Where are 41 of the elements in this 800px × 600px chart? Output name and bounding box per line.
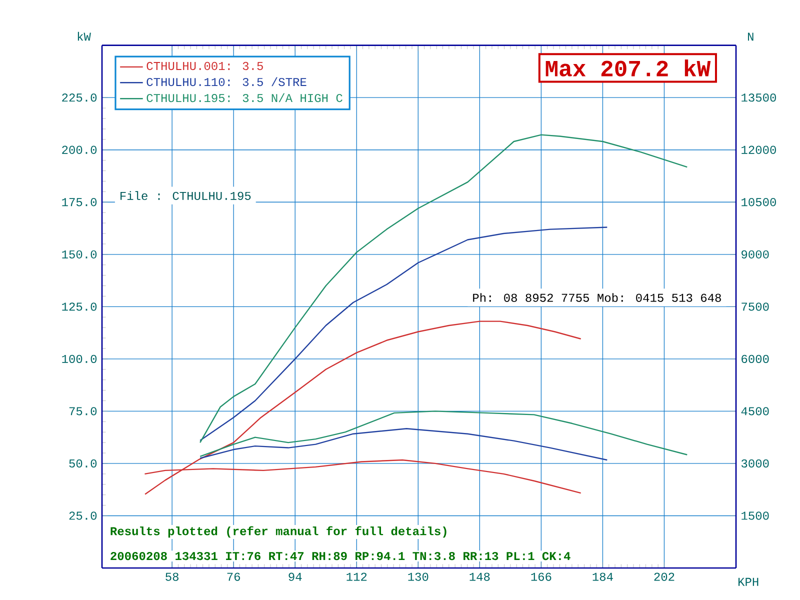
- chart-title: Max 207.2 kW: [546, 59, 711, 76]
- y-tick-label: 75.0: [69, 407, 97, 416]
- y2-tick-label: 7500: [742, 302, 769, 311]
- y2-tick-label: 10500: [742, 198, 776, 206]
- y-tick-label: 200.0: [62, 146, 97, 154]
- y2-tick-label: 4500: [741, 407, 769, 416]
- line-series: [144, 320, 582, 495]
- y2-tick-label: 9000: [742, 250, 769, 258]
- y-tick-label: 50.0: [69, 459, 97, 468]
- y-tick-label: 225.0: [62, 94, 97, 102]
- y-tick-label: 150.0: [62, 250, 97, 258]
- y-axis-title: kW: [78, 32, 91, 41]
- x-tick-label: 202: [654, 572, 674, 581]
- y2-tick-label: 1500: [742, 512, 769, 520]
- legend-label: CTHULHU.195: 3.5 N/A HIGH C: [146, 93, 342, 102]
- x-tick-label: 166: [531, 572, 552, 581]
- y-tick-label: 100.0: [62, 354, 97, 364]
- y2-tick-label: 13500: [742, 94, 776, 102]
- line-series: [199, 410, 688, 458]
- x-tick-label: 130: [408, 572, 428, 581]
- y-tick-label: 25.0: [69, 512, 97, 520]
- x-tick-label: 148: [470, 572, 490, 581]
- x-axis-title: KPH: [738, 578, 758, 586]
- y2-tick-label: 3000: [741, 459, 769, 468]
- y-tick-label: 175.0: [62, 198, 97, 206]
- y2-tick-label: 12000: [742, 146, 776, 154]
- annotation: Ph: 08 8952 7755 Mob: 0415 513 648: [473, 293, 721, 302]
- annotation: 20060208 134331 IT:76 RT:47 RH:89 RP:94.1 TN:3.8 RR:13 PL:1 CK:4: [110, 552, 570, 560]
- x-tick-label: 58: [166, 572, 178, 581]
- y2-tick-label: 6000: [742, 354, 769, 364]
- y2-axis-title: N: [748, 32, 754, 41]
- legend-label: CTHULHU.110: 3.5 /STRE: [146, 77, 306, 86]
- y-tick-label: 125.0: [62, 302, 97, 311]
- legend-label: CTHULHU.001: 3.5: [146, 62, 263, 70]
- x-tick-label: 94: [288, 572, 302, 581]
- x-tick-label: 184: [592, 572, 613, 581]
- annotation: File : CTHULHU.195: [120, 191, 251, 200]
- x-tick-label: 76: [227, 572, 240, 581]
- annotation: Results plotted (refer manual for full details): [110, 526, 446, 538]
- x-tick-label: 112: [346, 572, 367, 581]
- line-series: [199, 428, 608, 461]
